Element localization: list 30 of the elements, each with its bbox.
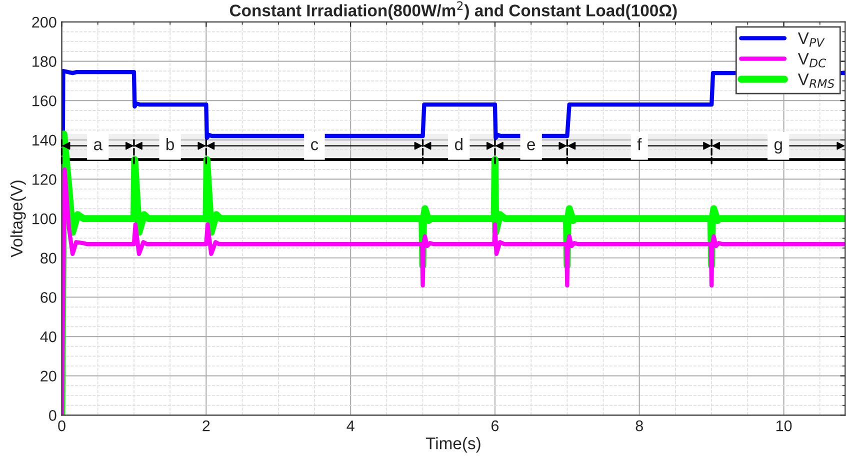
band-label: a: [94, 141, 102, 150]
x-tick-label: 0: [58, 420, 66, 432]
x-axis-title: Time(s): [426, 437, 480, 453]
chart-title: Constant Irradiation(800W/m$^{2}$) and Constant Load(100Ω): [230, 1, 677, 20]
x-tick-label: 4: [346, 420, 354, 432]
y-axis-title: Voltage(V): [10, 180, 26, 258]
y-tick-label: 20: [40, 370, 56, 382]
band-label: e: [527, 141, 535, 150]
x-tick-label: 8: [636, 420, 643, 432]
y-tick-label: 120: [32, 174, 56, 185]
x-tick-label: 10: [776, 420, 792, 432]
x-tick-label: 6: [492, 420, 499, 432]
y-tick-label: 200: [32, 16, 56, 28]
band-label: g: [774, 141, 782, 154]
y-tick-label: 80: [40, 252, 56, 264]
y-tick-label: 140: [32, 134, 56, 146]
y-tick-label: 60: [40, 292, 56, 303]
band-label: c: [311, 141, 318, 150]
y-tick-label: 0: [49, 410, 56, 421]
y-tick-label: 40: [40, 331, 56, 342]
x-tick-label: 2: [202, 420, 210, 432]
y-tick-label: 160: [32, 95, 56, 106]
band-label: f: [637, 138, 642, 150]
legend-label: V$_{RMS}$: [798, 74, 834, 88]
y-tick-label: 180: [32, 56, 56, 67]
y-tick-label: 100: [32, 213, 56, 224]
band-label: d: [454, 138, 462, 150]
band-label: b: [166, 138, 174, 150]
legend-label: V$_{PV}$: [798, 32, 825, 47]
legend-label: V$_{DC}$: [798, 53, 826, 68]
